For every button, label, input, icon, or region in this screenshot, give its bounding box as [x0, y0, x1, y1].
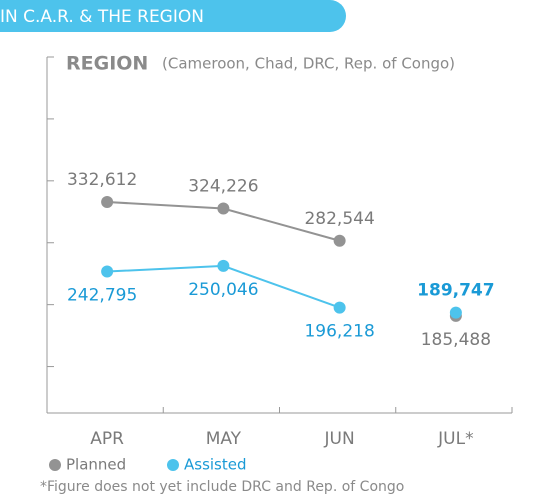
footnote: *Figure does not yet include DRC and Rep…	[40, 479, 404, 495]
header: IN C.A.R. & THE REGION	[0, 7, 204, 27]
legend-swatch	[167, 459, 179, 471]
value-label: 196,218	[304, 322, 374, 342]
value-label: 282,544	[304, 209, 374, 229]
point	[101, 265, 114, 278]
value-label: 324,226	[188, 177, 258, 197]
chart-title: REGION	[66, 53, 148, 75]
value-label: 250,046	[188, 280, 258, 300]
value-label: 332,612	[67, 170, 137, 190]
x-tick-label: JUN	[324, 429, 355, 449]
subtitle: (Cameroon, Chad, DRC, Rep. of Congo)	[162, 55, 455, 73]
header-bar	[0, 0, 346, 32]
point	[217, 202, 230, 215]
x-tick-label: JUL*	[437, 429, 473, 449]
point	[449, 306, 462, 319]
x-tick-label: MAY	[206, 429, 242, 449]
legend-label: Planned	[66, 456, 126, 474]
legend-label: Assisted	[184, 456, 247, 474]
value-label: 242,795	[67, 286, 137, 306]
x-tick-label: APR	[90, 429, 124, 449]
value-label: 189,747	[417, 281, 494, 301]
point	[333, 301, 346, 314]
value-label: 185,488	[421, 330, 491, 350]
point	[101, 196, 114, 209]
point	[333, 234, 346, 247]
legend-swatch	[49, 459, 61, 471]
point	[217, 259, 230, 272]
